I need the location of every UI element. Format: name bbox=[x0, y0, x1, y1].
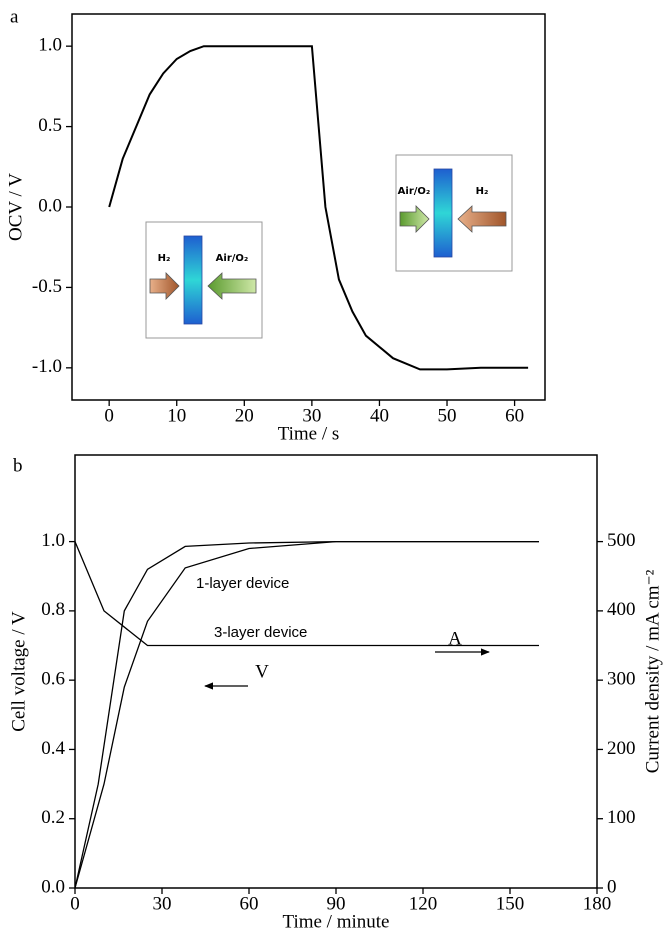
x-tick-label: 0 bbox=[70, 893, 80, 914]
arrow-left bbox=[399, 205, 430, 233]
inset-label: H₂ bbox=[476, 186, 489, 197]
y-tick-label: 0.2 bbox=[41, 807, 65, 828]
y2-tick-label: 0 bbox=[607, 876, 617, 897]
data-line bbox=[74, 540, 539, 889]
y2-tick-label: 200 bbox=[607, 738, 636, 759]
y-tick-label: -0.5 bbox=[32, 276, 62, 297]
y2-tick-label: 400 bbox=[607, 599, 636, 620]
inset-label: H₂ bbox=[158, 253, 171, 264]
x-tick-label: 180 bbox=[583, 893, 612, 914]
data-line bbox=[74, 541, 539, 647]
panel-label: b bbox=[13, 455, 23, 476]
membrane bbox=[433, 168, 453, 258]
y-tick-label: 0.0 bbox=[38, 195, 62, 216]
x-tick-label: 60 bbox=[505, 405, 524, 426]
x-axis-label: Time / s bbox=[278, 423, 340, 444]
series-label: 3-layer device bbox=[214, 624, 307, 641]
plot-frame bbox=[74, 454, 598, 889]
panel-label: a bbox=[10, 6, 19, 27]
y-tick-label: 0.0 bbox=[41, 876, 65, 897]
y2-tick-label: 500 bbox=[607, 530, 636, 551]
data-line bbox=[108, 45, 529, 371]
x-tick-label: 30 bbox=[302, 405, 321, 426]
arrow-label: A bbox=[448, 628, 462, 649]
series-label: 1-layer device bbox=[196, 575, 289, 592]
membrane bbox=[183, 235, 203, 325]
x-tick-label: 90 bbox=[327, 893, 346, 914]
y-tick-label: -1.0 bbox=[32, 356, 62, 377]
x-tick-label: 10 bbox=[167, 405, 186, 426]
inset-label: Air/O₂ bbox=[398, 186, 431, 197]
x-tick-label: 150 bbox=[496, 893, 525, 914]
y-tick-label: 0.6 bbox=[41, 669, 65, 690]
x-tick-label: 30 bbox=[153, 893, 172, 914]
x-axis-label: Time / minute bbox=[283, 911, 390, 932]
x-tick-label: 120 bbox=[409, 893, 438, 914]
data-line bbox=[74, 540, 539, 889]
y-tick-label: 1.0 bbox=[38, 35, 62, 56]
x-tick-label: 0 bbox=[104, 405, 114, 426]
y2-tick-label: 300 bbox=[607, 669, 636, 690]
inset-label: Air/O₂ bbox=[216, 253, 249, 264]
arrow-left bbox=[149, 272, 180, 300]
arrow-label: V bbox=[255, 661, 269, 682]
x-tick-label: 60 bbox=[240, 893, 259, 914]
x-tick-label: 40 bbox=[370, 405, 389, 426]
x-tick-label: 20 bbox=[235, 405, 254, 426]
y-axis-label: Cell voltage / V bbox=[8, 611, 29, 732]
y-tick-label: 0.5 bbox=[38, 115, 62, 136]
y-tick-label: 0.4 bbox=[41, 738, 65, 759]
x-tick-label: 50 bbox=[438, 405, 457, 426]
y2-tick-label: 100 bbox=[607, 807, 636, 828]
arrow-right bbox=[207, 272, 257, 300]
y-axis-label: OCV / V bbox=[5, 173, 26, 241]
y2-axis-label: Current density / mA cm⁻² bbox=[642, 569, 663, 773]
y-tick-label: 0.8 bbox=[41, 599, 65, 620]
arrow-right bbox=[457, 205, 507, 233]
y-tick-label: 1.0 bbox=[41, 530, 65, 551]
